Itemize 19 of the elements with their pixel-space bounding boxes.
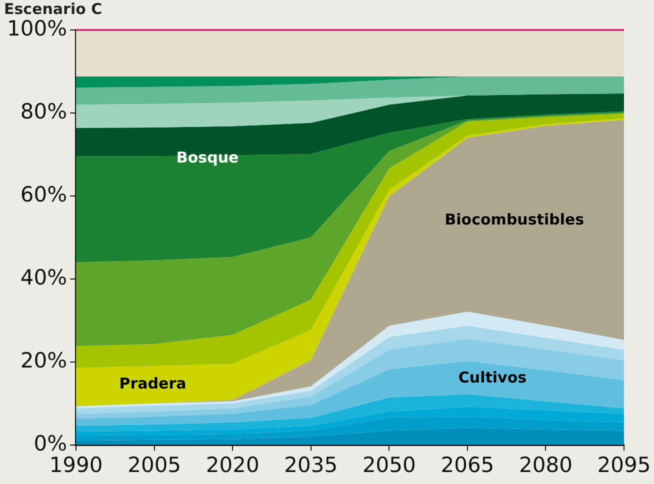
x-tick-label: 2095 xyxy=(597,452,651,477)
y-tick-label: 100% xyxy=(6,16,68,40)
y-tick-label: 60% xyxy=(20,182,68,206)
annotation: Biocombustibles xyxy=(444,210,584,229)
y-tick-label: 20% xyxy=(20,348,68,372)
y-tick-label: 40% xyxy=(20,265,68,290)
y-tick-label: 80% xyxy=(20,99,68,124)
x-tick-label: 2065 xyxy=(440,452,494,477)
chart-title: Escenario C xyxy=(4,0,102,18)
x-tick-label: 2020 xyxy=(206,452,260,477)
y-tick-label: 0% xyxy=(34,431,68,456)
x-tick-label: 1990 xyxy=(49,452,103,477)
annotation: Cultivos xyxy=(458,368,527,386)
annotation: Bosque xyxy=(176,148,239,166)
x-tick-label: 2035 xyxy=(284,452,338,477)
annotation: Pradera xyxy=(119,374,186,393)
x-tick-label: 2005 xyxy=(128,452,182,477)
x-tick-label: 2080 xyxy=(518,452,572,477)
x-tick-label: 2050 xyxy=(362,452,416,477)
